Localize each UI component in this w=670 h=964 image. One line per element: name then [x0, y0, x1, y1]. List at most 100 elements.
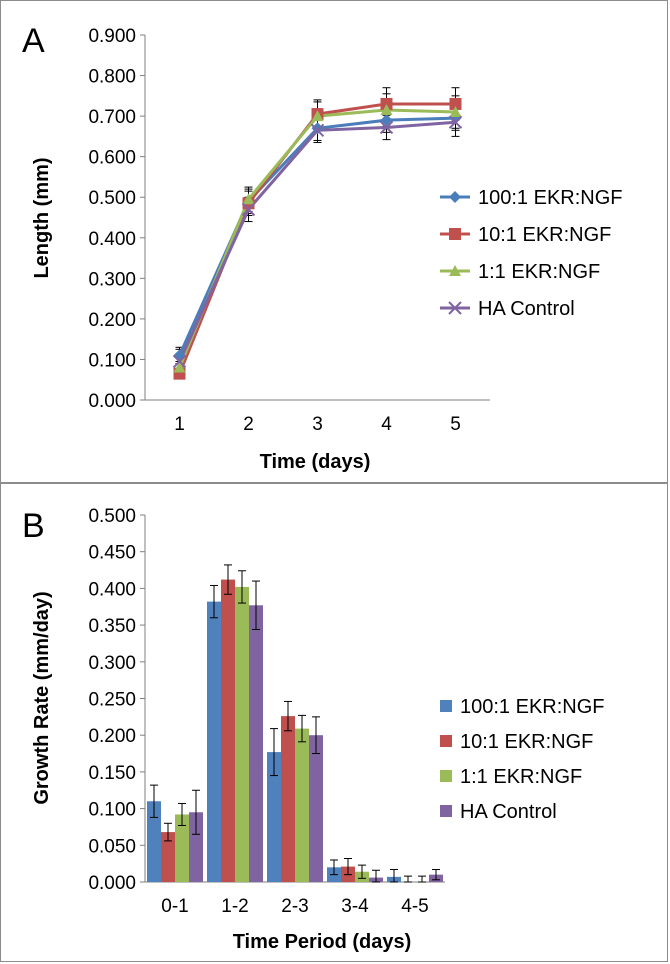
- panel-b-error-bar: [192, 789, 200, 835]
- panel-b-y-tick-label: 0.150: [88, 763, 136, 784]
- panel-b-x-tick-label: 0-1: [161, 896, 188, 917]
- panel-b-error-bar: [238, 570, 246, 604]
- panel-a-legend-label: HA Control: [478, 298, 575, 320]
- panel-a-plot: 0.000 0.100 0.200 0.300 0.400 0.500 0.600 0.700…: [88, 26, 622, 435]
- panel-a-data-point-stroke: [310, 123, 325, 138]
- panel-b-legend-swatch: [440, 770, 452, 782]
- panel-a-data-point: [380, 97, 393, 110]
- panel-b-x-tick-label: 1-2: [221, 896, 248, 917]
- panel-b-plot: 0.000 0.050 0.100 0.150 0.200 0.250 0.300 0.350…: [88, 506, 604, 917]
- panel-b-label: B: [22, 507, 45, 545]
- panel-b-x-axis-title: Time Period (days): [233, 931, 412, 953]
- panel-b-error-bar: [330, 859, 338, 876]
- panel-a-data-point: [448, 115, 463, 129]
- panel-a-data-point: [173, 361, 186, 373]
- panel-b-y-tick-label: 0.500: [88, 506, 136, 527]
- panel-a-data-point: [311, 122, 324, 135]
- panel-b-bar: [175, 814, 189, 882]
- panel-a-y-tick-label: 0.900: [88, 26, 136, 47]
- panel-b-legend-label: 1:1 EKR:NGF: [460, 766, 582, 788]
- panel-a-data-point: [241, 202, 256, 217]
- panel-b-y-axis-title: Growth Rate (mm/day): [31, 591, 53, 804]
- panel-a-data-point: [449, 106, 462, 118]
- panel-b-error-bar: [312, 716, 320, 755]
- panel-a-y-tick-label: 0.800: [88, 67, 136, 88]
- panel-b-bar: [207, 601, 221, 882]
- panel-a-label: A: [22, 22, 45, 60]
- panel-a-y-tick-label: 0.600: [88, 148, 136, 169]
- panel-b-error-bar: [224, 564, 232, 595]
- panel-a-x-axis-title: Time (days): [260, 451, 371, 473]
- panel-b-error-bar: [284, 700, 292, 732]
- panel-b-y-tick-label: 0.050: [88, 836, 136, 857]
- panel-b-y-tick-label: 0.300: [88, 653, 136, 674]
- panel-b-error-bar: [150, 784, 158, 818]
- panel-b-legend-label: 10:1 EKR:NGF: [460, 731, 593, 753]
- panel-b-bar: [161, 832, 175, 882]
- panel-a-y-tick-label: 0.400: [88, 229, 136, 250]
- panel-b-bar: [281, 716, 295, 882]
- panel-b-legend-label: HA Control: [460, 801, 557, 823]
- panel-b-error-bar: [358, 864, 366, 879]
- panel-b-y-tick-label: 0.200: [88, 726, 136, 747]
- panel-b-legend-swatch: [440, 735, 452, 747]
- panel-a-y-axis-title: Length (mm): [31, 157, 53, 278]
- panel-b-y-tick-label: 0.000: [88, 873, 136, 894]
- panel-a-data-point: [311, 110, 324, 122]
- panel-a-y-tick-label: 0.700: [88, 107, 136, 128]
- panel-a-y-tick-label: 0.100: [88, 350, 136, 371]
- panel-b-bar: [235, 586, 249, 882]
- panel-b-error-bar: [210, 584, 218, 619]
- panel-b-error-bar: [390, 869, 398, 883]
- panel-a-data-point: [172, 354, 187, 369]
- panel-b-x-tick-label: 3-4: [341, 896, 369, 917]
- panel-b-legend-label: 100:1 EKR:NGF: [460, 696, 605, 718]
- panel-a-data-point: [449, 97, 462, 110]
- panel-b-legend-swatch: [440, 805, 452, 817]
- panel-a-data-point-stroke: [241, 202, 256, 217]
- panel-b-error-bar: [344, 858, 352, 876]
- panel-a-data-point: [379, 120, 394, 135]
- panel-b-bar: [309, 735, 323, 882]
- panel-b-y-tick-label: 0.400: [88, 579, 136, 600]
- panel-b-x-tick-label: 2-3: [281, 896, 308, 917]
- panel-a-data-point-stroke: [379, 120, 394, 135]
- panel-a-legend-marker: [449, 191, 461, 203]
- panel-a-x-tick-label: 2: [243, 414, 254, 435]
- panel-a-legend-marker-stroke: [448, 301, 462, 315]
- panel-a-data-point-stroke: [172, 354, 187, 369]
- panel-a-x-tick-label: 5: [450, 414, 461, 435]
- panel-a-x-tick-label: 1: [174, 414, 185, 435]
- panel-a-data-point: [380, 104, 393, 116]
- panel-b-bar: [295, 728, 309, 882]
- panel-a-y-tick-label: 0.500: [88, 188, 136, 209]
- panel-b-error-bar: [418, 875, 426, 883]
- panel-a-legend-label: 1:1 EKR:NGF: [478, 261, 600, 283]
- panel-a-legend-marker: [448, 301, 462, 315]
- panel-b-bar: [221, 579, 235, 882]
- panel-b-error-bar: [404, 875, 412, 883]
- panel-a-y-tick-label: 0.000: [88, 391, 136, 412]
- panel-a-data-point: [310, 123, 325, 138]
- panel-b-error-bar: [432, 869, 440, 881]
- panel-b-error-bar: [164, 822, 172, 842]
- panel-b-x-tick-label: 4-5: [401, 896, 428, 917]
- panel-a-y-tick-label: 0.300: [88, 269, 136, 290]
- panel-b-y-tick-label: 0.450: [88, 543, 136, 564]
- panel-a-y-tick-label: 0.200: [88, 310, 136, 331]
- panel-b-error-bar: [270, 728, 278, 777]
- panel-b-bar: [267, 752, 281, 882]
- panel-b-legend-swatch: [440, 700, 452, 712]
- panel-b-y-tick-label: 0.250: [88, 690, 136, 711]
- panel-b-bar: [249, 605, 263, 882]
- panel-a-legend-label: 100:1 EKR:NGF: [478, 187, 623, 209]
- panel-a-data-point-stroke: [448, 115, 463, 129]
- panel-a-x-tick-label: 4: [381, 414, 392, 435]
- panel-b-error-bar: [372, 869, 380, 883]
- panel-b-bar: [189, 812, 203, 882]
- panel-b-error-bar: [252, 580, 260, 631]
- panel-a-data-point: [242, 193, 255, 205]
- panel-a-x-tick-label: 3: [312, 414, 323, 435]
